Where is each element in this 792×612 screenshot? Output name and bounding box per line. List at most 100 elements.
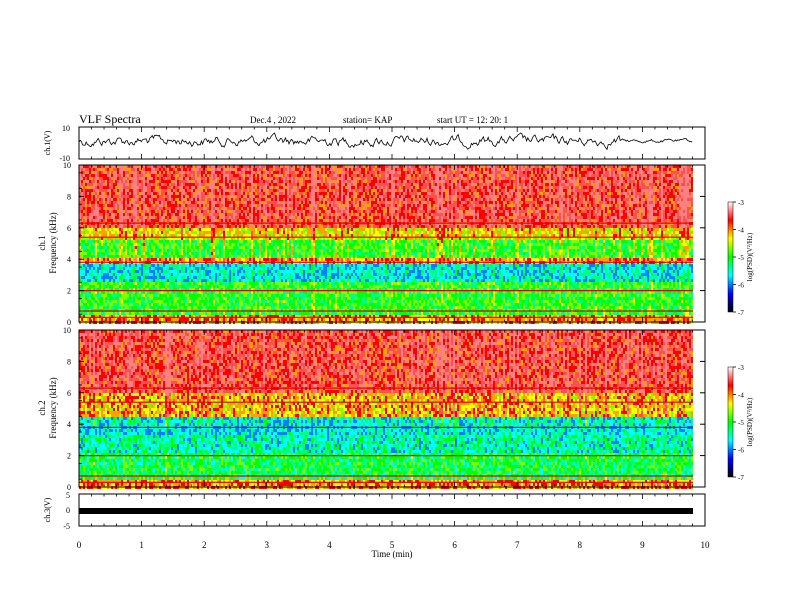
spectrogram-cell — [235, 216, 239, 219]
spectrogram-cell — [263, 231, 265, 234]
spectrogram-cell — [193, 195, 197, 198]
spectrogram-cell — [573, 195, 575, 198]
spectrogram-cell — [167, 183, 169, 186]
spectrogram-cell — [291, 177, 293, 180]
spectrogram-cell — [591, 216, 595, 219]
spectrogram-cell — [643, 195, 645, 198]
spectrogram-cell — [563, 198, 565, 201]
spectrogram-cell — [185, 207, 187, 210]
spectrogram-cell — [167, 186, 171, 189]
spectrogram-cell — [167, 189, 171, 192]
spectrogram-cell — [665, 213, 667, 216]
spectrogram-cell — [107, 207, 109, 210]
spectrogram-cell — [641, 183, 645, 186]
spectrogram-cell — [605, 180, 607, 183]
spectrogram-cell — [111, 177, 113, 180]
spectrogram-cell — [295, 204, 299, 207]
spectrogram-cell — [609, 216, 611, 219]
spectrogram-cell — [439, 225, 441, 228]
spectrogram-cell — [79, 165, 83, 168]
spectrogram-cell — [499, 201, 503, 204]
spectrogram-cell — [517, 204, 519, 207]
spectrogram-cell — [467, 213, 469, 216]
spectrogram-cell — [111, 201, 113, 204]
spectrogram-cell — [247, 180, 253, 183]
spectrogram-cell — [97, 183, 103, 186]
spectrogram-cell — [553, 174, 555, 177]
spectrogram-cell — [287, 195, 289, 198]
spectrogram-cell — [505, 207, 511, 210]
spectrogram-cell — [603, 183, 605, 186]
spectrogram-cell — [211, 174, 213, 177]
spectrogram-cell — [607, 186, 611, 189]
spectrogram-cell — [479, 165, 483, 168]
spectrogram-cell — [555, 192, 557, 195]
spectrogram-cell — [291, 192, 293, 195]
spectrogram-cell — [345, 180, 347, 183]
spectrogram-cell — [485, 180, 489, 183]
spectrogram-cell — [519, 168, 521, 171]
spectrogram-cell — [159, 180, 161, 183]
spectrogram-cell — [501, 189, 505, 192]
spectrogram-cell — [301, 180, 303, 183]
spectrogram-cell — [363, 201, 365, 204]
spectrogram-cell — [577, 198, 579, 201]
spectrogram-cell — [323, 213, 327, 216]
spectrogram-cell — [111, 207, 113, 210]
spectrogram-cell — [209, 165, 211, 168]
spectrogram-cell — [473, 204, 475, 207]
spectrogram-cell — [301, 216, 303, 219]
spectrogram-cell — [691, 207, 693, 210]
spectrogram-cell — [567, 177, 569, 180]
spectrogram-cell — [157, 231, 159, 234]
spectrogram-cell — [135, 201, 139, 204]
spectrogram-cell — [267, 174, 269, 177]
spectrogram-cell — [315, 174, 317, 177]
spectrogram-cell — [493, 183, 495, 186]
spectrogram-cell — [159, 231, 161, 234]
spectrogram-cell — [503, 228, 505, 231]
spectrogram-cell — [387, 210, 389, 213]
spectrogram-cell — [549, 171, 551, 174]
spectrogram-cell — [167, 171, 169, 174]
spectrogram-cell — [373, 228, 375, 231]
spectrogram-cell — [327, 207, 329, 210]
spectrogram-cell — [315, 219, 317, 222]
spectrogram-cell — [171, 198, 173, 201]
spectrogram-cell — [227, 231, 229, 234]
spectrogram-cell — [221, 174, 223, 177]
spectrogram-cell — [577, 180, 579, 183]
spectrogram-cell — [409, 210, 411, 213]
spectrogram-cell — [85, 210, 87, 213]
spectrogram-cell — [273, 204, 283, 207]
spectrogram-cell — [199, 228, 201, 231]
spectrogram-cell — [617, 225, 619, 228]
spectrogram-cell — [183, 177, 185, 180]
spectrogram-cell — [533, 225, 535, 228]
spectrogram-cell — [359, 201, 361, 204]
spectrogram-cell — [317, 177, 319, 180]
spectrogram-cell — [597, 198, 599, 201]
spectrogram-cell — [353, 219, 355, 222]
spectrogram-cell — [115, 180, 117, 183]
spectrogram-cell — [545, 198, 549, 201]
spectrogram-cell — [497, 189, 499, 192]
spectrogram-cell — [241, 183, 243, 186]
spectrogram-cell — [245, 186, 247, 189]
spectrogram-cell — [637, 216, 639, 219]
spectrogram-cell — [403, 225, 407, 228]
spectrogram-cell — [597, 204, 599, 207]
spectrogram-cell — [251, 207, 253, 210]
spectrogram-cell — [353, 192, 355, 195]
spectrogram-cell — [435, 228, 439, 231]
spectrogram-cell — [145, 216, 147, 219]
spectrogram-cell — [365, 168, 367, 171]
spectrogram-cell — [543, 204, 545, 207]
spectrogram-cell — [171, 213, 173, 216]
spectrogram-cell — [79, 186, 81, 189]
spectrogram-cell — [559, 186, 563, 189]
spectrogram-cell — [503, 219, 505, 222]
spectrogram-cell — [327, 213, 329, 216]
spectrogram-cell — [123, 171, 125, 174]
